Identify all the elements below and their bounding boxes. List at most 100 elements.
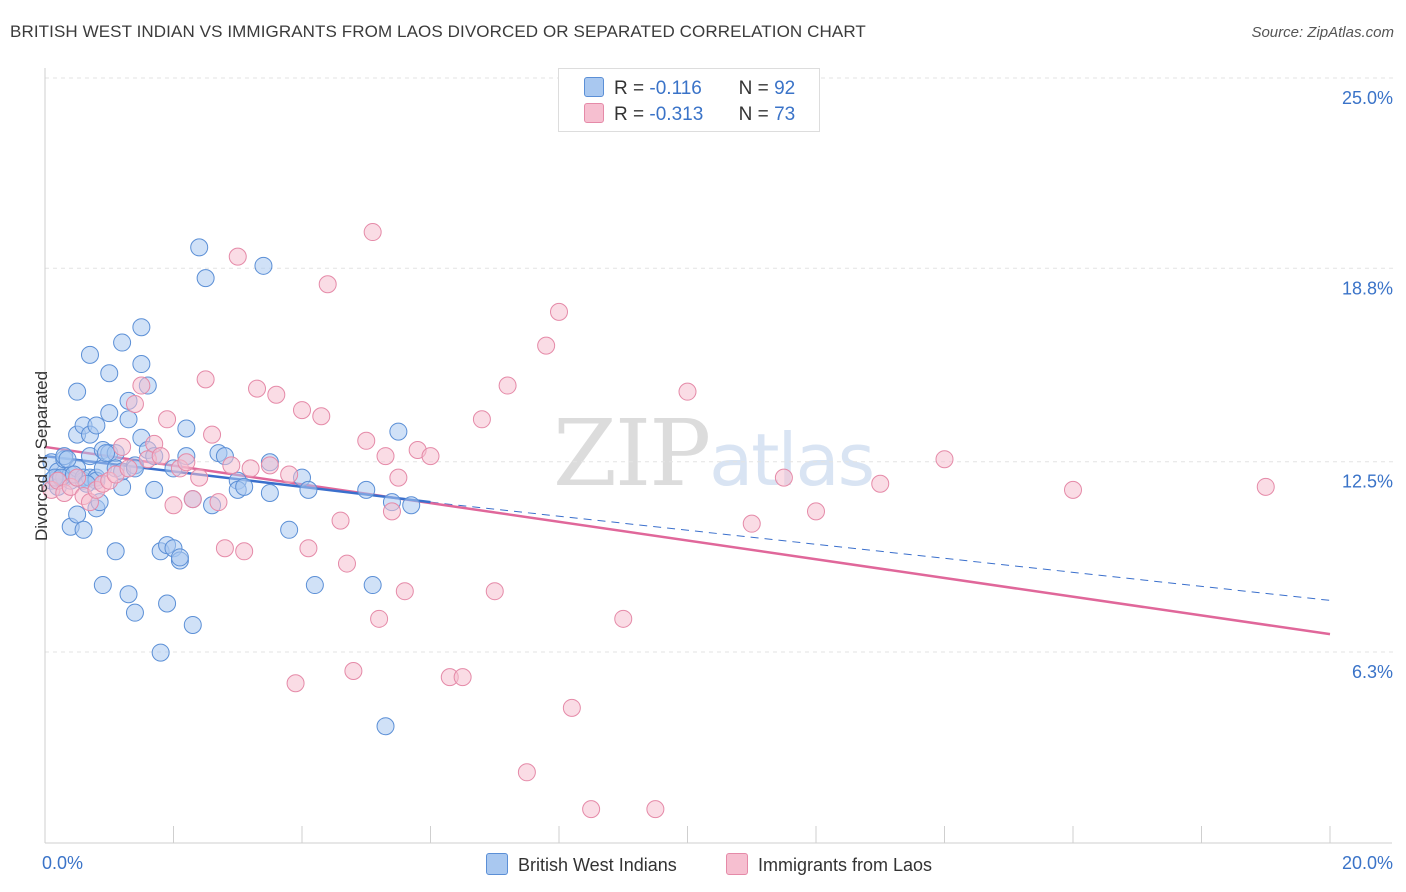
legend-r-value-1: -0.116 bbox=[649, 78, 702, 99]
data-point-british-west-indians bbox=[132, 355, 151, 374]
data-point-laos bbox=[260, 456, 279, 475]
trend-line-blue-extension bbox=[430, 501, 1331, 601]
legend-r-label-1: R = bbox=[614, 78, 645, 99]
grid-lines bbox=[45, 77, 1395, 653]
y-tick-label: 12.5% bbox=[1342, 472, 1393, 492]
data-point-laos bbox=[235, 542, 254, 561]
data-point-laos bbox=[203, 425, 222, 444]
data-point-british-west-indians bbox=[280, 520, 299, 539]
y-tick-label: 6.3% bbox=[1352, 662, 1393, 682]
data-point-british-west-indians bbox=[305, 576, 324, 595]
data-point-laos bbox=[614, 609, 633, 628]
watermark-atlas: atlas bbox=[709, 418, 875, 502]
data-point-laos bbox=[935, 450, 954, 469]
bottom-legend-swatch-pink bbox=[726, 853, 748, 875]
data-point-british-west-indians bbox=[196, 269, 215, 288]
data-point-laos bbox=[871, 474, 890, 493]
bottom-legend-label-1: British West Indians bbox=[518, 855, 677, 875]
legend-r-value-2: -0.313 bbox=[649, 104, 704, 125]
data-point-laos bbox=[318, 275, 337, 294]
data-point-laos bbox=[196, 370, 215, 389]
data-point-british-west-indians bbox=[254, 256, 273, 275]
tick-labels: 6.3% 12.5% 18.8% 25.0% 0.0% 20.0% bbox=[42, 88, 1393, 873]
x-tick-label-right: 20.0% bbox=[1342, 853, 1393, 873]
data-point-british-west-indians bbox=[100, 404, 119, 423]
watermark: ZIPatlas bbox=[553, 400, 875, 507]
data-point-laos bbox=[132, 376, 151, 395]
data-point-british-west-indians bbox=[58, 450, 77, 469]
data-point-laos bbox=[119, 459, 138, 478]
data-point-laos bbox=[1064, 480, 1082, 499]
data-point-laos bbox=[209, 493, 228, 512]
data-point-laos bbox=[113, 437, 132, 456]
data-point-british-west-indians bbox=[113, 333, 132, 352]
legend-row-immigrants-from-laos: R = -0.313 N = 73 bbox=[584, 103, 795, 126]
data-point-british-west-indians bbox=[170, 548, 189, 567]
data-point-british-west-indians bbox=[74, 520, 93, 539]
data-point-laos bbox=[678, 382, 697, 401]
legend-n-label-2: N = bbox=[738, 104, 769, 125]
data-point-laos bbox=[299, 539, 318, 558]
data-point-laos bbox=[389, 468, 408, 487]
bottom-legend-item-2: Immigrants from Laos bbox=[726, 853, 932, 876]
data-point-laos bbox=[498, 376, 517, 395]
trend-line-laos bbox=[44, 445, 1331, 636]
data-point-british-west-indians bbox=[132, 318, 151, 337]
legend-swatch-pink bbox=[584, 103, 604, 123]
data-point-british-west-indians bbox=[357, 480, 376, 499]
data-point-laos bbox=[183, 490, 202, 509]
data-point-british-west-indians bbox=[389, 422, 408, 441]
data-point-laos bbox=[293, 401, 311, 420]
data-point-british-west-indians bbox=[93, 576, 112, 595]
data-point-laos bbox=[363, 223, 382, 242]
y-tick-label: 25.0% bbox=[1342, 88, 1393, 108]
data-point-laos bbox=[742, 514, 761, 533]
y-tick-label: 18.8% bbox=[1342, 278, 1393, 298]
data-point-british-west-indians bbox=[97, 444, 116, 463]
data-point-british-west-indians bbox=[100, 364, 119, 383]
bottom-legend-item-1: British West Indians bbox=[486, 853, 677, 876]
data-point-laos bbox=[774, 468, 793, 487]
bottom-legend-swatch-blue bbox=[486, 853, 508, 875]
data-point-laos bbox=[248, 379, 267, 398]
data-point-british-west-indians bbox=[145, 480, 164, 499]
data-point-laos bbox=[190, 468, 209, 487]
data-point-laos bbox=[453, 668, 472, 687]
data-point-laos bbox=[151, 447, 170, 466]
data-point-laos bbox=[267, 385, 286, 404]
data-point-british-west-indians bbox=[151, 643, 170, 662]
data-point-british-west-indians bbox=[119, 585, 138, 604]
data-point-laos bbox=[807, 502, 825, 521]
data-point-laos bbox=[177, 453, 196, 472]
data-point-laos bbox=[370, 609, 389, 628]
data-point-british-west-indians bbox=[376, 717, 395, 736]
data-point-laos bbox=[646, 800, 665, 819]
bottom-legend-label-2: Immigrants from Laos bbox=[758, 855, 933, 875]
data-point-british-west-indians bbox=[260, 483, 279, 502]
legend: R = -0.116 N = 92 R = -0.313 N = 73 bbox=[558, 68, 820, 132]
legend-n-value-1: 92 bbox=[774, 78, 796, 99]
data-point-laos bbox=[550, 302, 568, 321]
data-point-laos bbox=[517, 763, 536, 782]
data-point-british-west-indians bbox=[299, 480, 318, 499]
data-point-laos bbox=[582, 800, 601, 819]
data-point-laos bbox=[331, 511, 350, 530]
data-point-british-west-indians bbox=[177, 419, 196, 438]
data-point-laos bbox=[382, 502, 401, 521]
data-point-laos bbox=[125, 394, 144, 413]
data-point-laos bbox=[485, 582, 504, 601]
data-point-laos bbox=[421, 447, 440, 466]
data-point-laos bbox=[376, 447, 395, 466]
data-point-laos bbox=[222, 456, 241, 475]
data-point-british-west-indians bbox=[68, 505, 87, 524]
legend-row-british-west-indians: R = -0.116 N = 92 bbox=[584, 77, 795, 100]
chart-title: BRITISH WEST INDIAN VS IMMIGRANTS FROM L… bbox=[10, 22, 866, 41]
data-point-british-west-indians bbox=[235, 477, 254, 496]
legend-n-label-1: N = bbox=[738, 78, 769, 99]
data-point-laos bbox=[215, 539, 234, 558]
data-point-british-west-indians bbox=[158, 594, 177, 613]
data-point-laos bbox=[562, 698, 581, 717]
y-axis-title: Divorced or Separated bbox=[32, 370, 51, 542]
data-point-laos bbox=[286, 674, 305, 693]
